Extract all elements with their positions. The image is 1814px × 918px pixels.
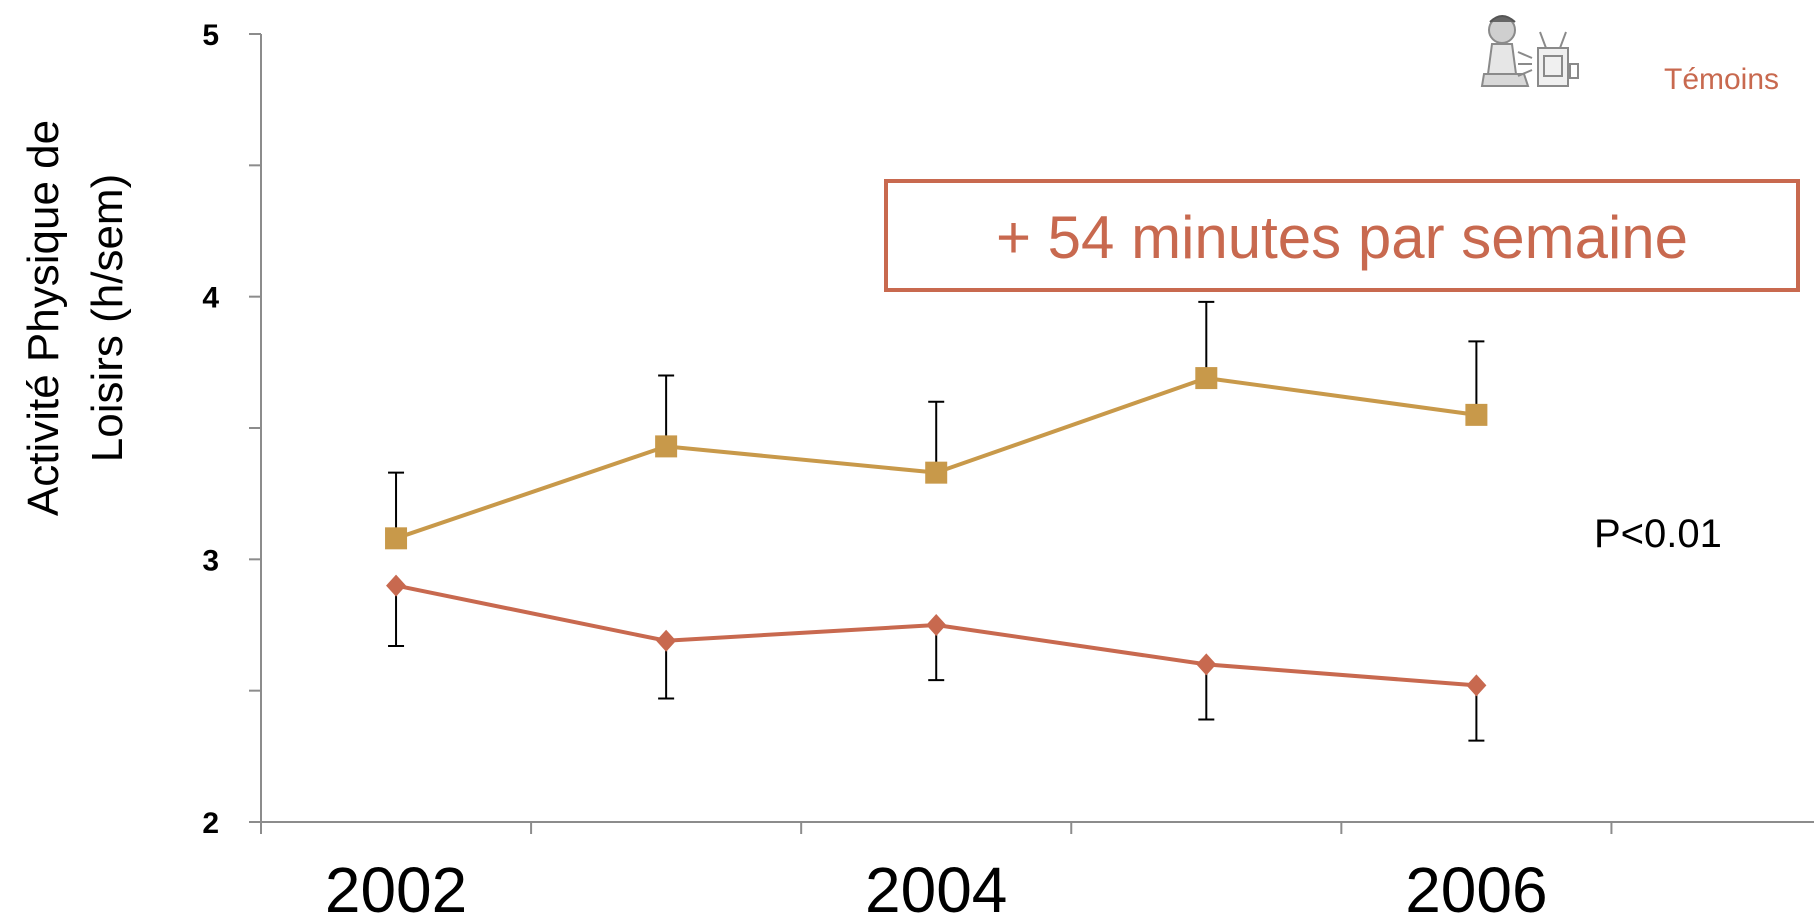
p-value-label: P<0.01 [1594,512,1722,556]
data-point [386,574,407,597]
y-tick-label: 5 [202,19,219,52]
data-point [1466,674,1487,697]
series-1 [386,574,1487,742]
data-point [926,614,947,636]
annotation-box [884,179,1800,292]
x-tick-labels: 2002 2004 2006 [325,854,1548,918]
x-tick-label: 2004 [865,854,1007,918]
data-point [656,629,677,652]
legend-label-temoins: Témoins [1664,63,1779,96]
x-tick-label: 2006 [1405,854,1547,918]
data-point [1195,367,1218,390]
x-tick-label: 2002 [325,854,467,918]
data-point [1465,403,1488,426]
data-point [385,527,408,550]
series-layer [385,300,1488,742]
data-point [655,435,678,458]
y-tick-label: 4 [202,282,219,315]
tv-watcher-icon [1480,15,1579,87]
series-0 [385,300,1488,550]
y-tick-label: 3 [202,544,219,577]
y-axis-label-line-2: Loisirs (h/sem) [83,174,132,463]
y-tick-label: 2 [202,807,219,840]
chart-axes [249,33,1814,834]
y-tick-labels: 2 3 4 5 [202,19,219,840]
data-point [925,461,948,484]
y-axis-label-line-1: Activité Physique de [19,120,68,516]
annotation-text: + 54 minutes par semaine [996,204,1688,271]
data-point [1196,653,1217,676]
